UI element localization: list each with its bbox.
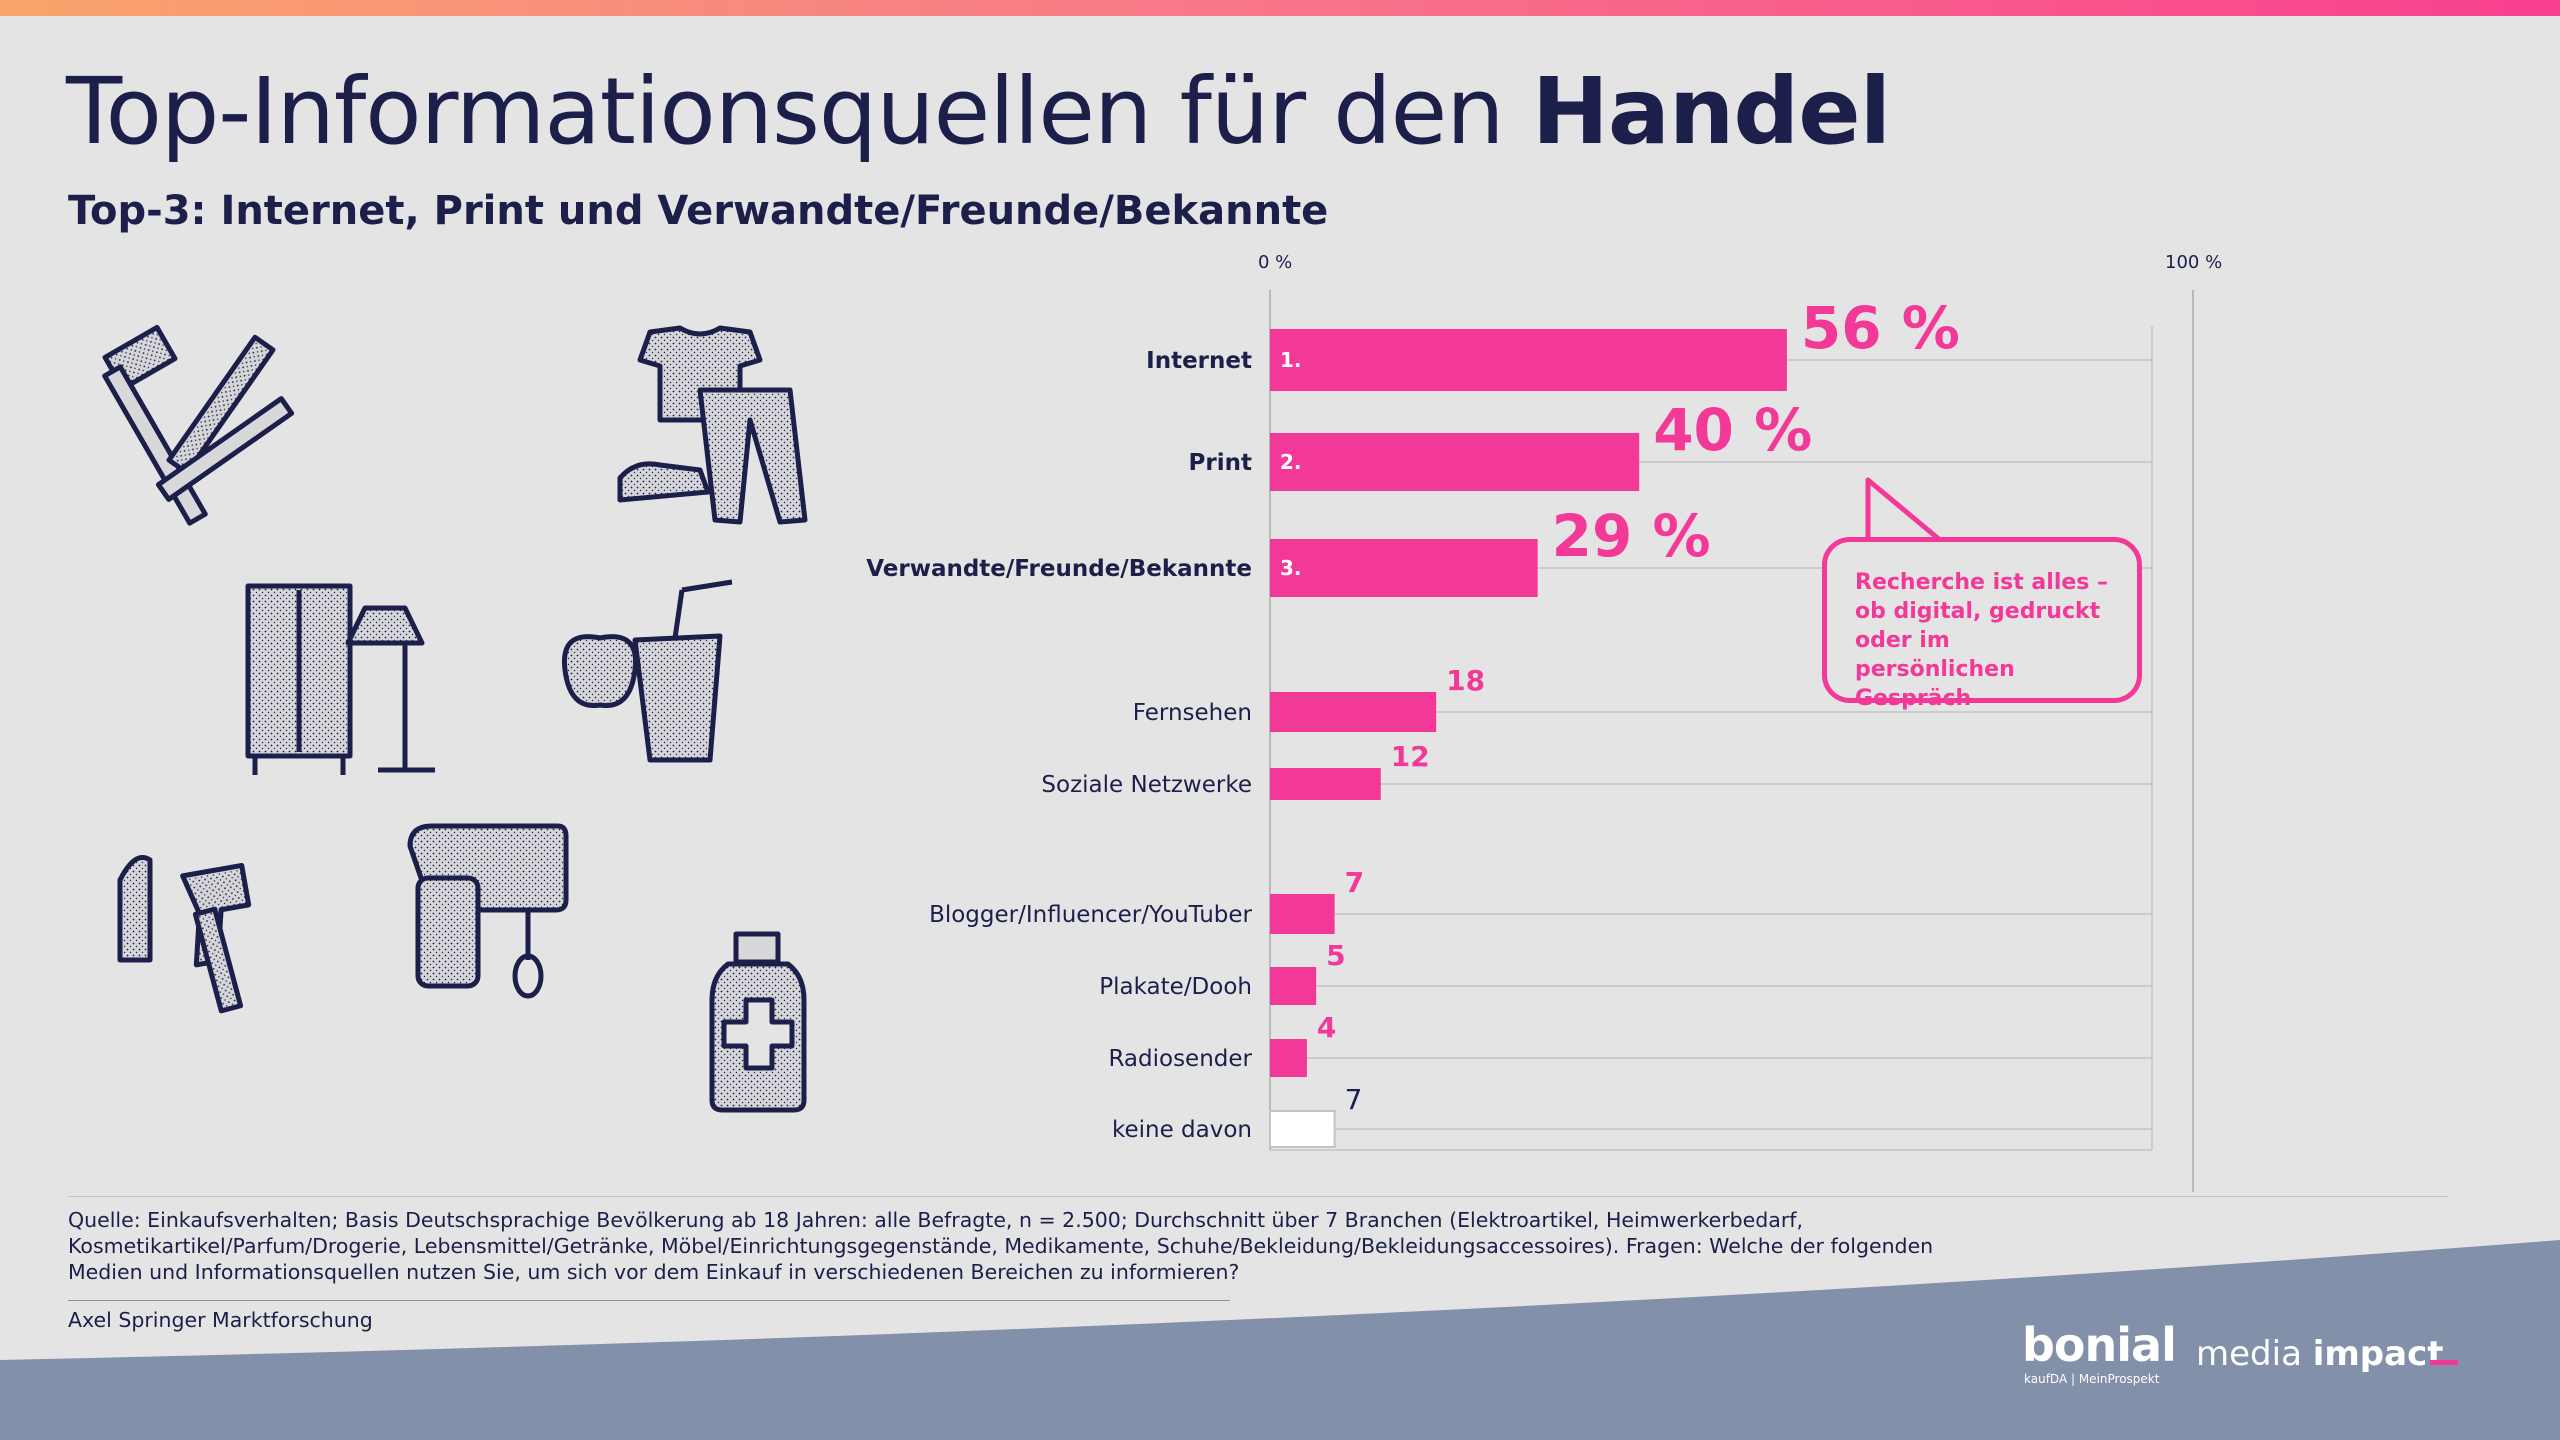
category-label: Blogger/Influencer/YouTuber (929, 902, 1252, 928)
page-title: Top-Informationsquellen für den Handel (66, 58, 1891, 165)
hammer-caliper-icon (102, 324, 295, 526)
top-gradient-bar (0, 0, 2560, 16)
x-tick-label: 100 % (2165, 252, 2222, 273)
bar (1270, 894, 1335, 934)
callout-tail (1865, 477, 1942, 548)
bonial-logo: bonial (2022, 1318, 2177, 1372)
illustration-icons (102, 324, 808, 1113)
value-label: 4 (1317, 1011, 1336, 1044)
food-drink-icon (561, 579, 733, 763)
value-label: 40 % (1653, 396, 1812, 464)
value-label: 7 (1345, 866, 1364, 899)
bar (1270, 692, 1437, 732)
cosmetics-icon (117, 855, 252, 1014)
value-label: 29 % (1552, 502, 1711, 570)
category-label: Plakate/Dooh (1099, 974, 1252, 1000)
value-label: 12 (1391, 740, 1430, 773)
media-impact-accent (2430, 1360, 2458, 1365)
category-label: Soziale Netzwerke (1041, 772, 1252, 798)
source-note: Quelle: Einkaufsverhalten; Basis Deutsch… (68, 1208, 1934, 1284)
category-label: Internet (1146, 348, 1252, 374)
mixer-icon (407, 823, 569, 999)
bar (1270, 539, 1538, 597)
media-impact-logo: media impact (2196, 1334, 2444, 1374)
bonial-logo-sub: kaufDA | MeinProspekt (2024, 1372, 2160, 1386)
footer-divider (68, 1196, 2448, 1197)
bar (1270, 967, 1317, 1005)
rank-label: 3. (1280, 556, 1302, 580)
bar (1270, 329, 1787, 391)
footer-wave (0, 1240, 2560, 1440)
value-label: 56 % (1801, 294, 1960, 362)
medicine-bottle-icon (709, 931, 807, 1113)
bar (1270, 1039, 1307, 1077)
value-label: 18 (1446, 664, 1485, 697)
category-label: Fernsehen (1133, 700, 1252, 726)
page-subtitle: Top-3: Internet, Print und Verwandte/Fre… (68, 188, 1329, 234)
category-label: Verwandte/Freunde/Bekannte (866, 556, 1252, 582)
x-tick-label: 0 % (1258, 252, 1292, 273)
category-label: Print (1189, 450, 1252, 476)
bar (1270, 768, 1381, 800)
furniture-lamp-icon (245, 583, 435, 775)
clothing-icon (617, 325, 808, 525)
credit-text: Axel Springer Marktforschung (68, 1308, 373, 1332)
rank-label: 2. (1280, 450, 1302, 474)
callout-text: Recherche ist alles – ob digital, gedruc… (1855, 570, 2109, 711)
bar (1270, 433, 1640, 491)
value-label: 5 (1326, 939, 1345, 972)
category-label: keine davon (1112, 1117, 1252, 1143)
bar (1269, 1110, 1336, 1148)
callout-bubble: Recherche ist alles – ob digital, gedruc… (1822, 537, 2142, 711)
category-label: Radiosender (1108, 1046, 1252, 1072)
rank-label: 1. (1280, 348, 1302, 372)
source-divider (68, 1300, 1230, 1301)
value-label: 7 (1345, 1083, 1363, 1116)
